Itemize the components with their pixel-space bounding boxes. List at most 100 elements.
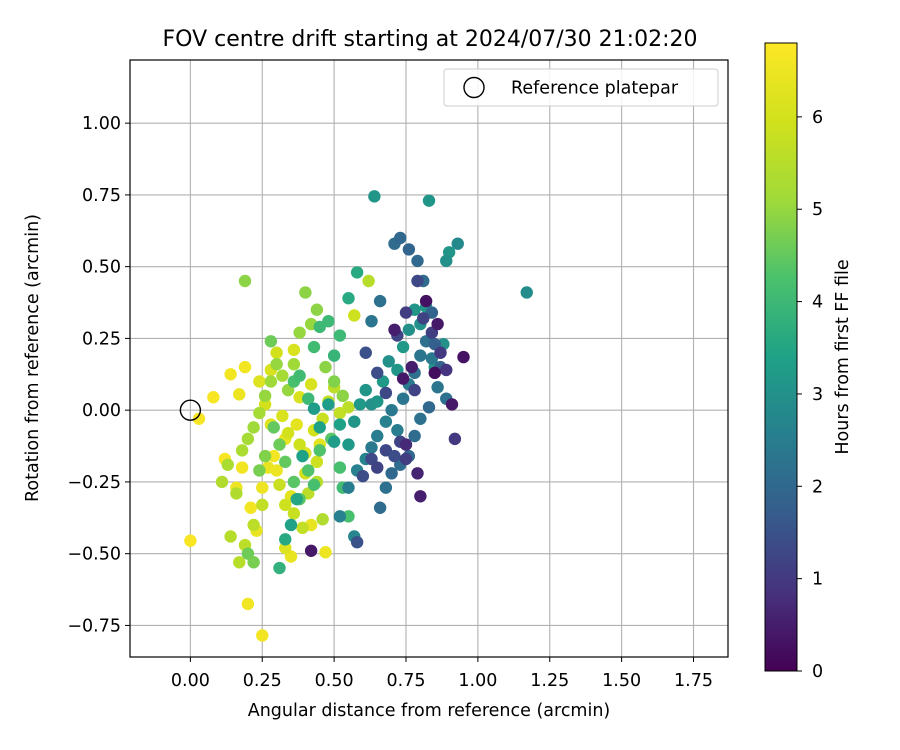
data-point	[302, 392, 315, 405]
data-point	[192, 412, 206, 425]
data-point	[313, 444, 326, 457]
data-point	[342, 481, 355, 494]
data-point	[371, 461, 384, 474]
y-tick-label: −0.75	[67, 616, 121, 636]
data-point	[359, 346, 372, 359]
data-point	[408, 383, 421, 397]
data-point	[333, 418, 347, 431]
data-point	[382, 355, 395, 368]
data-point	[256, 629, 269, 642]
data-point	[336, 389, 349, 403]
data-point	[253, 375, 266, 388]
colorbar-ticks: 0 1 2 3 4 5 6	[797, 108, 823, 682]
data-point	[327, 375, 341, 388]
data-point	[342, 510, 355, 523]
data-point	[333, 461, 347, 474]
colorbar: 0 1 2 3 4 5 6 Hours from first FF file	[764, 42, 853, 682]
y-tick-label: 0.50	[82, 258, 121, 278]
data-point	[411, 467, 424, 480]
data-point	[307, 402, 321, 415]
y-tick-label: 1.00	[82, 114, 121, 134]
y-tick-label: −0.25	[67, 473, 121, 493]
x-tick-label: 0.75	[387, 671, 426, 691]
colorbar-tick-label: 4	[812, 293, 823, 313]
data-point	[396, 340, 410, 354]
data-point	[319, 546, 332, 559]
data-point	[399, 452, 413, 466]
data-point	[399, 438, 413, 451]
data-point	[414, 349, 427, 362]
data-point	[520, 286, 533, 299]
legend-entry-label: Reference platepar	[511, 79, 679, 99]
data-point	[276, 369, 289, 382]
data-point	[333, 510, 347, 523]
data-point	[287, 358, 301, 371]
data-point	[402, 243, 416, 256]
data-point	[342, 438, 355, 451]
data-point	[440, 363, 453, 377]
data-point	[365, 314, 378, 328]
data-point	[362, 274, 375, 288]
data-point	[322, 398, 335, 411]
x-axis-ticks: 0.00 0.25 0.50 0.75 1.00 1.25 1.50 1.75	[171, 657, 713, 691]
data-point	[233, 388, 246, 401]
data-point	[273, 561, 286, 575]
data-point	[356, 469, 370, 483]
data-point	[270, 464, 283, 477]
data-point	[256, 498, 269, 512]
data-point	[244, 501, 257, 514]
x-tick-label: 1.75	[674, 671, 713, 691]
y-tick-label: 0.00	[82, 401, 121, 421]
data-point	[396, 392, 410, 405]
x-tick-label: 1.50	[602, 671, 641, 691]
data-point	[256, 481, 269, 494]
data-point	[448, 432, 462, 446]
x-tick-label: 0.50	[315, 671, 354, 691]
y-tick-label: −0.50	[67, 545, 121, 565]
data-point	[327, 349, 341, 362]
data-point	[264, 375, 278, 388]
data-point	[417, 312, 430, 325]
data-point	[371, 429, 384, 443]
data-point	[296, 449, 309, 463]
x-tick-label: 1.00	[458, 671, 497, 691]
data-point	[296, 521, 309, 535]
data-point	[353, 398, 367, 411]
data-point	[235, 461, 249, 474]
data-point	[411, 254, 424, 268]
data-point	[273, 438, 286, 451]
data-point	[371, 366, 384, 380]
data-point	[419, 294, 433, 308]
data-point	[293, 438, 306, 451]
data-point	[207, 391, 220, 404]
data-point	[371, 395, 384, 408]
data-point	[284, 518, 298, 532]
colorbar-tick-label: 1	[812, 570, 823, 590]
x-axis-label: Angular distance from reference (arcmin)	[248, 701, 611, 721]
data-point	[391, 424, 404, 437]
reference-platepar-marker	[179, 399, 202, 421]
data-point	[184, 534, 197, 547]
data-point	[221, 458, 234, 471]
reference-marker-group	[179, 399, 202, 421]
data-point	[422, 194, 436, 207]
data-point	[247, 421, 260, 434]
data-point	[402, 323, 416, 336]
data-point	[350, 266, 364, 279]
data-point	[451, 237, 464, 250]
y-axis-label: Rotation from reference (arcmin)	[23, 214, 43, 502]
data-point	[396, 372, 410, 385]
data-point	[445, 398, 459, 411]
data-point	[431, 317, 444, 331]
data-point	[287, 343, 301, 357]
data-point	[302, 464, 315, 477]
data-point	[235, 444, 249, 457]
data-point	[258, 449, 272, 463]
data-point	[457, 350, 470, 364]
data-point	[287, 475, 301, 489]
data-point	[279, 541, 292, 555]
colorbar-tick-label: 2	[812, 477, 823, 497]
data-point	[267, 421, 280, 434]
data-point	[215, 475, 229, 489]
